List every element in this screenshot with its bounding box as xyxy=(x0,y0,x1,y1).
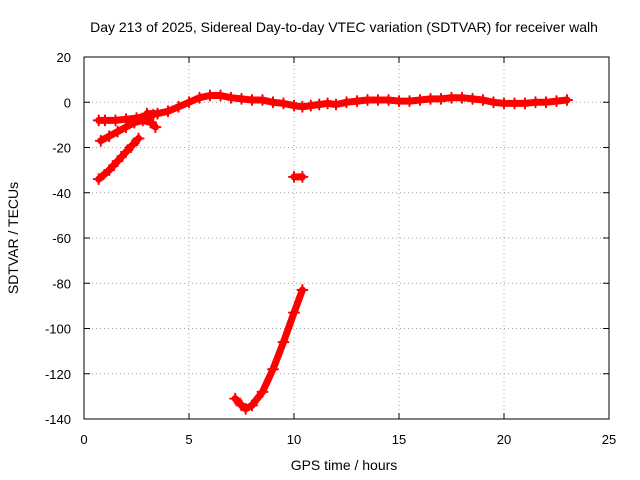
data-point xyxy=(229,392,242,405)
y-tick-label: 20 xyxy=(57,50,71,65)
tick-labels: 0 5 10 15 20 25 20 0 -20 -40 -60 -80 -100 -120 -140 xyxy=(45,50,616,447)
data-point xyxy=(162,105,174,118)
series-isolated-point xyxy=(288,170,309,183)
data-point xyxy=(147,108,160,121)
data-point xyxy=(361,93,374,106)
data-point xyxy=(466,92,479,105)
data-point xyxy=(111,155,124,168)
series-main-track xyxy=(141,89,573,120)
x-tick-label: 5 xyxy=(185,432,192,447)
data-point xyxy=(445,91,458,104)
x-tick-label: 0 xyxy=(80,432,87,447)
data-point xyxy=(128,116,141,129)
data-point xyxy=(267,363,279,376)
data-point xyxy=(239,402,252,415)
x-tick-label: 10 xyxy=(287,432,301,447)
data-point xyxy=(172,100,185,113)
data-point xyxy=(109,114,122,127)
data-point xyxy=(120,146,132,159)
data-point xyxy=(561,93,573,106)
data-point xyxy=(414,93,426,106)
x-tick-label: 25 xyxy=(602,432,616,447)
data-point xyxy=(256,93,269,106)
data-point xyxy=(477,93,489,106)
series-descending-arc xyxy=(94,114,162,147)
data-point xyxy=(519,97,531,110)
y-axis-label: SDTVAR / TECUs xyxy=(5,182,21,294)
chart-title: Day 213 of 2025, Sidereal Day-to-day VTE… xyxy=(90,19,598,35)
series-track xyxy=(95,134,143,183)
data-point xyxy=(288,99,300,112)
data-point xyxy=(321,97,334,110)
data-point xyxy=(120,121,132,134)
data-point xyxy=(296,100,309,113)
data-point xyxy=(214,89,227,102)
data-series xyxy=(92,89,573,415)
data-point xyxy=(403,95,416,108)
data-point xyxy=(183,96,195,109)
series-lower-ramp xyxy=(92,132,145,186)
data-point xyxy=(94,134,107,147)
data-point xyxy=(126,139,139,152)
data-point xyxy=(296,284,309,297)
data-point xyxy=(340,96,353,109)
data-point xyxy=(103,130,116,143)
data-point xyxy=(540,96,552,109)
data-point xyxy=(498,97,510,110)
data-point xyxy=(99,114,111,127)
y-tick-label: -40 xyxy=(52,186,71,201)
y-tick-label: -80 xyxy=(52,276,71,291)
data-point xyxy=(296,170,309,183)
data-point xyxy=(508,97,521,110)
x-tick-label: 20 xyxy=(497,432,511,447)
data-point xyxy=(204,89,216,102)
series-deep-trough xyxy=(229,284,309,415)
data-point xyxy=(235,92,248,105)
data-point xyxy=(267,96,279,109)
data-point xyxy=(330,98,342,111)
data-point xyxy=(435,92,447,105)
data-point xyxy=(456,91,468,104)
grid xyxy=(84,57,609,419)
data-point xyxy=(277,336,290,349)
data-point xyxy=(313,98,326,111)
x-tick-label: 15 xyxy=(392,432,406,447)
data-point xyxy=(149,121,162,134)
data-point xyxy=(304,99,317,112)
data-point xyxy=(136,114,149,127)
data-point xyxy=(382,93,395,106)
data-point xyxy=(225,91,237,104)
y-tick-label: -140 xyxy=(45,412,71,427)
data-point xyxy=(246,399,258,412)
data-point xyxy=(92,173,105,186)
axis-ticks xyxy=(83,56,610,420)
data-point xyxy=(529,96,542,109)
data-point xyxy=(132,132,145,145)
series-track xyxy=(231,286,306,413)
data-point xyxy=(393,95,405,108)
data-point xyxy=(487,96,500,109)
y-tick-label: -100 xyxy=(45,322,71,337)
x-axis-label: GPS time / hours xyxy=(291,457,398,473)
data-point xyxy=(193,91,206,104)
data-point xyxy=(550,95,563,108)
data-point xyxy=(351,95,363,108)
data-point xyxy=(246,93,258,106)
data-point xyxy=(277,97,290,110)
data-point xyxy=(103,164,116,177)
data-point xyxy=(111,125,124,138)
data-point xyxy=(372,93,384,106)
data-point xyxy=(288,306,300,319)
y-tick-label: -120 xyxy=(45,367,71,382)
y-tick-label: 0 xyxy=(64,95,71,110)
data-point xyxy=(256,385,269,398)
data-point xyxy=(424,92,437,105)
y-tick-label: -60 xyxy=(52,231,71,246)
y-tick-label: -20 xyxy=(52,141,71,156)
